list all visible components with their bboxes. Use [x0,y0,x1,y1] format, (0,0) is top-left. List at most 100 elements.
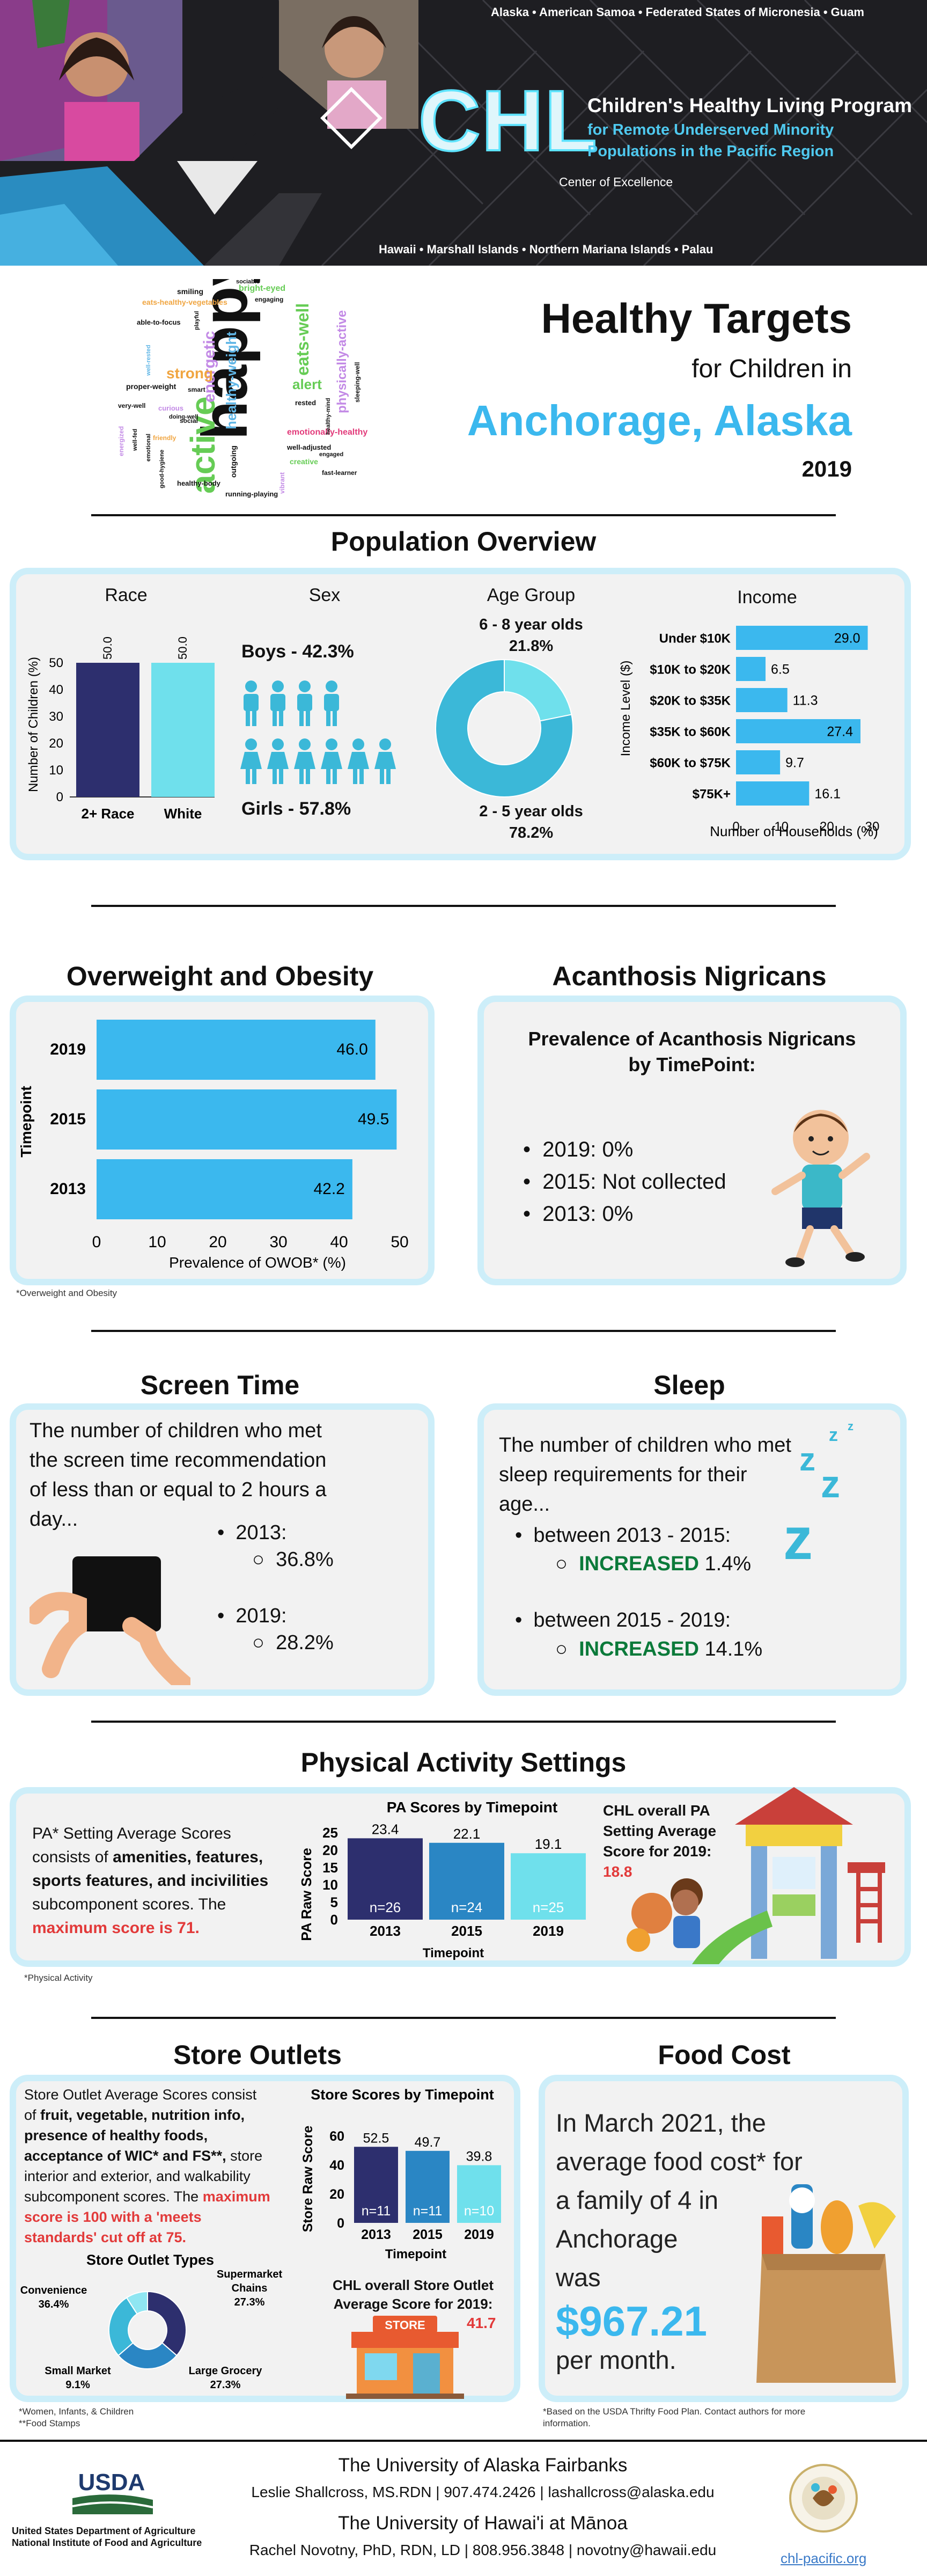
age-b-val: 78.2% [509,824,554,841]
screen-val-1: ○ 36.8% [252,1548,334,1571]
acanthosis-item-3: • 2013: 0% [523,1202,634,1226]
store-footnote-1: *Women, Infants, & Children [19,2406,134,2417]
income-bar [736,688,788,712]
word-emotional: emotional [145,434,152,462]
word-healthy-body: healthy-body [177,479,221,487]
owob-category: 2015 [50,1110,86,1128]
person-icons [240,680,396,784]
word-smart: smart [188,386,205,393]
income-title: Income [737,587,797,608]
store-text-8: standards' cut off at 75. [24,2229,186,2245]
usda-logo: USDA [72,2469,153,2514]
word-proper-weight: proper-weight [126,382,176,391]
pa-ytick: 15 [322,1860,338,1876]
store-xlabel: Timepoint [385,2247,446,2262]
owob-heading: Overweight and Obesity [66,961,374,991]
pa-bar-label: 23.4 [372,1821,399,1837]
income-category: Under $10K [659,632,731,646]
word-well-adjusted: well-adjusted [286,443,331,451]
race-category: White [164,806,202,822]
word-smiling: smiling [177,287,203,296]
pa-ytick: 5 [330,1894,338,1911]
pa-ytick: 0 [330,1912,338,1928]
store-text-5: interior and exterior, and walkability [24,2168,251,2184]
race-bar [76,663,139,797]
food-amount: $967.21 [556,2297,707,2345]
store-text-1: Store Outlet Average Scores consist [24,2087,257,2103]
word-able-to-focus: able-to-focus [137,318,181,326]
race-bar [151,663,215,797]
owob-xtick: 0 [92,1233,101,1251]
income-category: $35K to $60K [650,725,731,740]
pa-category: 2019 [533,1923,564,1939]
site-link[interactable]: chl-pacific.org [781,2550,867,2566]
owob-xlabel: Prevalence of OWOB* (%) [169,1254,346,1271]
owob-bar [97,1159,352,1219]
word-vibrant: vibrant [278,472,286,494]
sleep-text-3: age... [499,1493,550,1516]
store-bar-label: 39.8 [466,2149,492,2164]
store-text-6: subcomponent scores. The maximum [24,2189,270,2205]
pa-heading: Physical Activity Settings [300,1747,627,1777]
word-energized: energized [117,426,125,456]
word-good-hygiene: good-hygiene [159,450,165,488]
usda-name-1: United States Department of Agriculture [12,2526,196,2536]
year-title: 2019 [801,456,852,481]
pa-ylabel: PA Raw Score [298,1848,314,1941]
income-bar-label: 27.4 [827,724,853,740]
race-ytick: 30 [49,709,63,724]
store-category: 2013 [361,2227,391,2242]
store-type-slice [147,2290,187,2357]
sleep-text-1: The number of children who met [499,1434,791,1457]
age-b-label: 2 - 5 year olds [479,803,583,820]
income-xlabel: Number of Households (%) [710,823,878,839]
pa-max-score: maximum score is 71. [32,1919,200,1937]
grocery-bag-illustration [756,2184,896,2383]
pct-convenience: 36.4% [39,2299,69,2310]
store-text-2: of fruit, vegetable, nutrition info, [24,2107,245,2123]
pa-text-4: subcomponent scores. The [32,1896,226,1913]
food-heading: Food Cost [658,2040,791,2070]
population-heading: Population Overview [330,526,597,557]
girl-icon [267,738,289,784]
race-ytick: 10 [49,763,63,778]
page-subtitle: for Children in [691,355,852,383]
word-playful: playful [194,311,200,330]
word-well-fed: well-fed [132,429,138,451]
acanthosis-card-title2: by TimePoint: [628,1053,756,1075]
photo-collage [0,0,418,266]
income-bar [736,781,810,806]
divider [91,1721,836,1723]
word-cloud: happy active energetic healthy-weight st… [117,279,367,498]
pa-text-1: PA* Setting Average Scores [32,1825,231,1842]
girl-icon [374,738,396,784]
label-large-grocery: Large Grocery [189,2365,263,2377]
boy-icon [270,680,285,726]
store-ytick: 20 [329,2187,344,2202]
store-text-4: acceptance of WIC* and FS**, store [24,2148,263,2164]
pa-chart-title: PA Scores by Timepoint [387,1799,557,1816]
svg-text:z: z [783,1506,813,1572]
income-bar-label: 29.0 [834,631,860,646]
word-sociable: sociable [236,279,260,285]
divider [0,2440,927,2442]
race-ylabel: Number of Children (%) [26,657,41,792]
income-category: $10K to $20K [650,663,731,677]
store-types-chart: Store Outlet Types Convenience 36.4% Sup… [20,2252,283,2391]
word-engaging: engaging [255,296,283,303]
pa-ytick: 10 [322,1877,338,1893]
bottom-regions: Hawaii • Marshall Islands • Northern Mar… [379,243,713,256]
store-text-3: presence of healthy foods, [24,2127,208,2143]
store-overall-1: CHL overall Store Outlet [332,2277,494,2293]
divider [91,905,836,907]
screen-text-4: day... [30,1508,78,1531]
word-bright-eyed: bright-eyed [239,284,285,293]
word-eats-well: eats-well [293,303,312,376]
income-category: $20K to $35K [650,694,731,708]
pa-category: 2013 [370,1923,401,1939]
pa-overall-1: CHL overall PA [603,1802,710,1819]
store-bar [354,2147,398,2223]
store-n-label: n=11 [413,2204,442,2219]
word-rested: rested [295,399,316,407]
food-text-5: was [556,2263,601,2292]
